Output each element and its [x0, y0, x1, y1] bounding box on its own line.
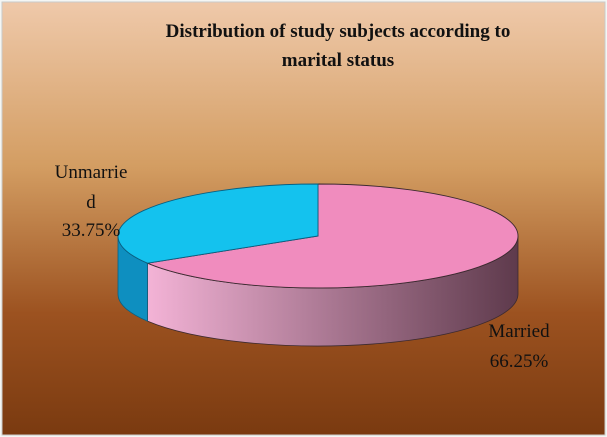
unmarried-slice: [117, 183, 319, 264]
unmarried-label-line-2: d: [86, 192, 96, 213]
married-label: Married: [488, 321, 550, 342]
chart-title-line-1: Distribution of study subjects according…: [166, 21, 511, 42]
pie-slices: [117, 183, 519, 347]
married-value-label: 66.25%: [490, 351, 549, 372]
unmarried-label-line-1: Unmarrie: [55, 162, 128, 183]
chart-title-line-2: marital status: [282, 50, 394, 71]
married-slice: [145, 183, 519, 289]
unmarried-value-label: 33.75%: [62, 220, 121, 241]
